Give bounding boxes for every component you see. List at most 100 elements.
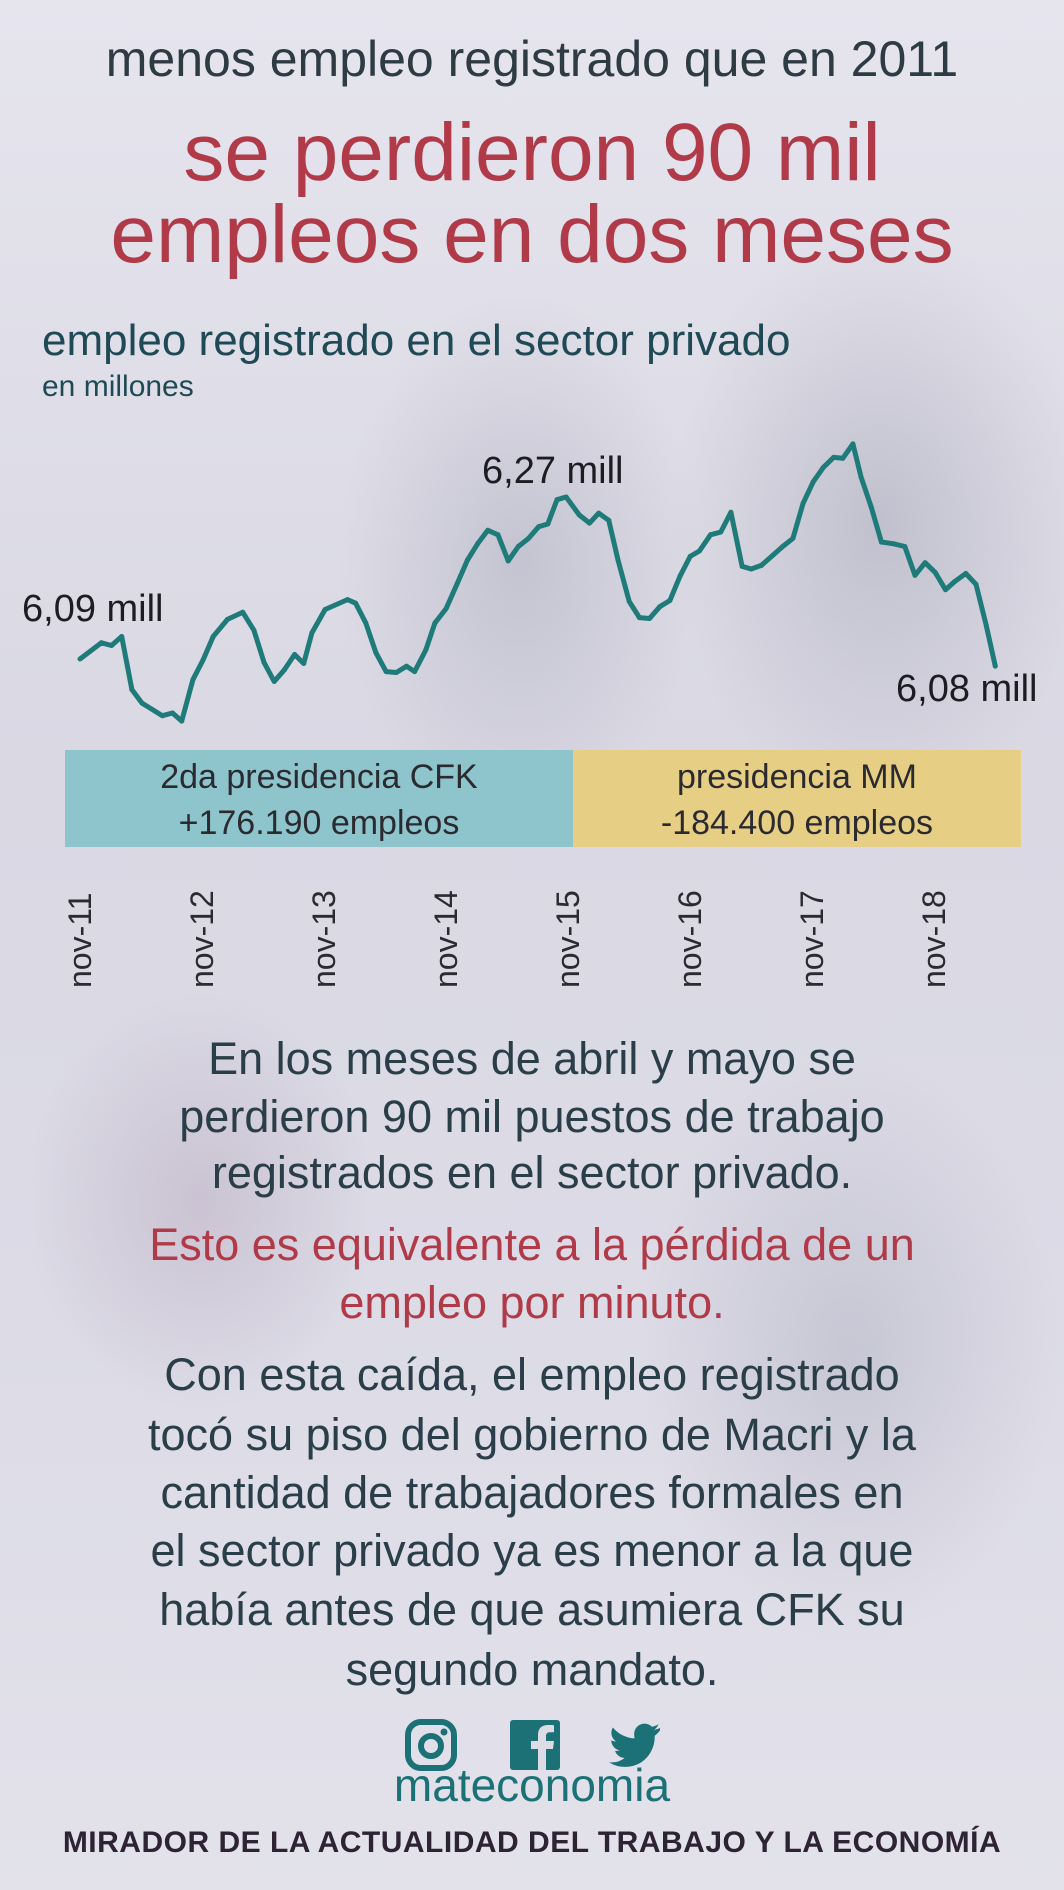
p2-line: Esto es equivalente a la pérdida de un bbox=[149, 1219, 915, 1270]
data-point bbox=[554, 497, 560, 503]
period-band-0: 2da presidencia CFK +176.190 empleos bbox=[64, 750, 574, 847]
data-point bbox=[912, 572, 918, 578]
data-point bbox=[159, 713, 165, 719]
data-point bbox=[224, 616, 230, 622]
data-point bbox=[840, 455, 846, 461]
data-point bbox=[179, 718, 185, 724]
data-point bbox=[758, 562, 764, 568]
data-point bbox=[615, 557, 621, 563]
data-point bbox=[119, 634, 125, 639]
data-point bbox=[800, 500, 806, 506]
p2-line: empleo por minuto. bbox=[339, 1277, 725, 1328]
period-band-line1: 2da presidencia CFK bbox=[160, 758, 478, 796]
data-point bbox=[587, 520, 593, 526]
data-point bbox=[129, 687, 135, 693]
p3-line: cantidad de trabajadores formales en bbox=[160, 1467, 904, 1518]
period-band-line1: presidencia MM bbox=[676, 758, 917, 796]
data-point bbox=[432, 620, 438, 626]
data-point bbox=[109, 643, 115, 648]
data-point bbox=[383, 669, 389, 675]
p1-line: En los meses de abril y mayo se bbox=[208, 1033, 856, 1084]
data-point bbox=[423, 647, 429, 653]
annotation-start: 6,09 mill bbox=[22, 588, 164, 630]
data-point bbox=[454, 580, 460, 586]
x-tick-label: nov-18 bbox=[916, 890, 953, 988]
data-point bbox=[902, 544, 908, 549]
data-point bbox=[515, 544, 521, 549]
x-tick-label: nov-15 bbox=[550, 890, 587, 988]
p1-line: registrados en el sector privado. bbox=[211, 1147, 853, 1198]
data-point bbox=[708, 532, 714, 538]
brand-name[interactable]: mateconomia bbox=[393, 1759, 671, 1811]
data-point bbox=[292, 652, 298, 657]
p3-line: segundo mandato. bbox=[345, 1644, 719, 1695]
data-point bbox=[810, 479, 816, 485]
data-point bbox=[344, 597, 350, 603]
data-point bbox=[922, 560, 928, 566]
x-tick-label: nov-14 bbox=[428, 890, 465, 988]
data-point bbox=[271, 679, 277, 684]
data-point bbox=[545, 521, 551, 527]
main-title-line-1: se perdieron 90 mil bbox=[183, 107, 881, 198]
instagram-icon[interactable] bbox=[404, 1718, 458, 1772]
data-point bbox=[831, 454, 837, 460]
data-point bbox=[309, 630, 315, 636]
data-point bbox=[878, 539, 884, 545]
line-chart bbox=[77, 441, 998, 724]
data-point bbox=[563, 494, 569, 500]
data-point bbox=[281, 667, 287, 673]
data-point bbox=[606, 517, 612, 523]
x-tick-label: nov-11 bbox=[62, 892, 98, 988]
data-point bbox=[728, 509, 734, 515]
p1-line: perdieron 90 mil puestos de trabajo bbox=[179, 1091, 885, 1142]
data-point bbox=[770, 553, 776, 558]
chart-title: empleo registrado en el sector privado bbox=[42, 316, 791, 365]
data-point bbox=[973, 581, 979, 587]
twitter-icon[interactable] bbox=[608, 1718, 662, 1772]
x-tick-label: nov-12 bbox=[184, 890, 221, 988]
data-point bbox=[495, 532, 501, 538]
data-point bbox=[696, 548, 702, 554]
data-point bbox=[200, 657, 206, 663]
data-point bbox=[932, 570, 938, 576]
data-point bbox=[983, 622, 989, 628]
data-point bbox=[353, 600, 359, 606]
p3-line: había antes de que asumiera CFK su bbox=[159, 1584, 905, 1635]
data-point bbox=[657, 604, 663, 610]
data-point bbox=[170, 710, 176, 716]
data-point bbox=[393, 670, 399, 675]
data-point bbox=[596, 510, 602, 516]
x-tick-label: nov-13 bbox=[306, 890, 343, 988]
data-point bbox=[576, 512, 582, 518]
data-point bbox=[780, 544, 786, 549]
data-point bbox=[77, 656, 83, 662]
data-point bbox=[443, 606, 449, 612]
main-title-line-2: empleos en dos meses bbox=[110, 189, 954, 280]
data-point bbox=[739, 563, 745, 569]
x-tick-label: nov-16 bbox=[672, 890, 709, 988]
data-point bbox=[647, 616, 653, 621]
data-point bbox=[790, 535, 796, 541]
data-point bbox=[536, 524, 542, 530]
data-point bbox=[820, 464, 826, 470]
facebook-icon[interactable] bbox=[508, 1718, 562, 1772]
data-point bbox=[963, 571, 969, 576]
period-band-line2: -184.400 empleos bbox=[660, 804, 934, 842]
data-point bbox=[636, 615, 642, 621]
data-point bbox=[952, 579, 958, 585]
data-point bbox=[464, 557, 470, 563]
chart-subtitle: en millones bbox=[42, 370, 194, 403]
data-point bbox=[240, 609, 246, 615]
data-point bbox=[363, 620, 369, 626]
data-point bbox=[850, 441, 856, 447]
data-point bbox=[301, 661, 307, 666]
data-point bbox=[475, 541, 481, 547]
data-point bbox=[992, 663, 998, 669]
p3-line: Con esta caída, el empleo registrado bbox=[164, 1349, 900, 1400]
data-point bbox=[505, 558, 511, 564]
data-point bbox=[261, 660, 267, 666]
data-point bbox=[373, 650, 379, 656]
p3-line: el sector privado ya es menor a la que bbox=[150, 1525, 914, 1576]
data-point bbox=[718, 529, 724, 535]
data-point bbox=[485, 527, 491, 533]
